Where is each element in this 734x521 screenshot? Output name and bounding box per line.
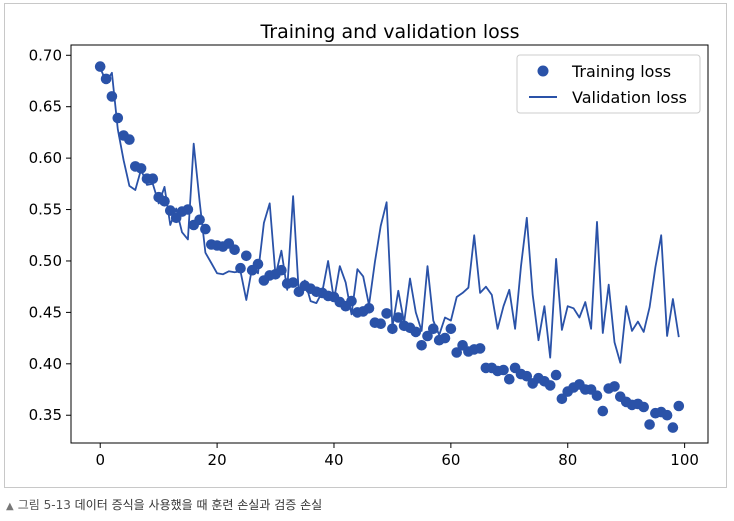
training-loss-point bbox=[387, 323, 398, 335]
y-tick-label: 0.40 bbox=[29, 355, 62, 373]
training-loss-point bbox=[147, 173, 159, 184]
training-loss-point bbox=[165, 205, 176, 216]
x-tick-label: 80 bbox=[558, 451, 577, 469]
training-loss-point bbox=[135, 163, 147, 174]
y-axis: 0.35 0.40 0.45 0.50 0.55 0.60 0.65 0.70 bbox=[29, 46, 71, 424]
x-tick-label: 100 bbox=[670, 451, 699, 469]
training-layer bbox=[94, 61, 685, 433]
validation-loss-line bbox=[99, 67, 680, 364]
training-loss-point bbox=[410, 326, 422, 338]
training-loss-point bbox=[445, 323, 457, 335]
training-loss-point bbox=[638, 401, 649, 413]
y-tick-label: 0.55 bbox=[29, 201, 62, 219]
training-loss-point bbox=[235, 262, 246, 274]
training-loss-point bbox=[375, 318, 387, 330]
training-loss-point bbox=[363, 303, 375, 314]
x-tick-label: 40 bbox=[324, 451, 343, 469]
training-loss-point bbox=[609, 381, 620, 392]
caption-figure-label: 그림 5-13 bbox=[17, 498, 71, 512]
training-loss-point bbox=[94, 61, 106, 72]
training-loss-point bbox=[252, 258, 264, 270]
y-tick-label: 0.65 bbox=[29, 98, 62, 116]
training-loss-point bbox=[200, 223, 211, 235]
legend-validation-label: Validation loss bbox=[572, 88, 687, 107]
training-loss-point bbox=[229, 244, 240, 255]
training-loss-point bbox=[100, 73, 112, 85]
x-axis: 0 20 40 60 80 100 bbox=[95, 443, 699, 469]
training-loss-point bbox=[124, 134, 135, 145]
caption-marker-icon: ▲ bbox=[6, 501, 14, 512]
training-loss-point bbox=[346, 295, 357, 307]
legend: Training loss Validation loss bbox=[516, 54, 701, 114]
training-loss-point bbox=[597, 405, 609, 417]
legend-training-label: Training loss bbox=[571, 62, 671, 81]
training-loss-point bbox=[550, 369, 562, 381]
figure-caption: ▲ 그림 5-13 데이터 증식을 사용했을 때 훈련 손실과 검증 손실 bbox=[6, 496, 322, 513]
x-tick-label: 60 bbox=[441, 451, 460, 469]
x-tick-label: 0 bbox=[95, 451, 105, 469]
chart-title: Training and validation loss bbox=[259, 21, 519, 43]
y-tick-label: 0.35 bbox=[29, 406, 62, 424]
training-loss-point bbox=[644, 419, 655, 430]
y-tick-label: 0.45 bbox=[29, 303, 62, 321]
training-loss-point bbox=[661, 409, 673, 421]
training-loss-point bbox=[416, 340, 427, 351]
training-loss-point bbox=[673, 400, 685, 412]
training-loss-point bbox=[422, 330, 433, 342]
y-tick-label: 0.50 bbox=[29, 252, 62, 270]
training-loss-point bbox=[451, 347, 463, 358]
training-loss-point bbox=[544, 380, 556, 391]
validation-layer bbox=[99, 67, 680, 364]
training-loss-point bbox=[556, 393, 568, 405]
training-loss-point bbox=[667, 422, 679, 433]
legend-training-marker bbox=[537, 65, 549, 77]
training-loss-point bbox=[428, 323, 439, 335]
training-loss-point bbox=[504, 373, 515, 385]
x-tick-label: 20 bbox=[208, 451, 227, 469]
loss-chart: Training and validation loss 0 20 40 60 80 10… bbox=[29, 21, 709, 469]
training-loss-point bbox=[393, 312, 404, 323]
training-loss-point bbox=[381, 308, 392, 319]
training-loss-point bbox=[276, 264, 287, 276]
training-loss-point bbox=[591, 390, 603, 402]
training-loss-point bbox=[498, 364, 509, 376]
training-loss-point bbox=[241, 250, 252, 262]
training-loss-point bbox=[182, 204, 194, 215]
training-loss-point bbox=[474, 343, 486, 354]
y-tick-label: 0.70 bbox=[29, 46, 62, 64]
training-loss-point bbox=[159, 196, 170, 207]
training-loss-point bbox=[521, 370, 533, 382]
legend-box bbox=[516, 54, 701, 114]
y-tick-label: 0.60 bbox=[29, 149, 62, 167]
training-loss-point bbox=[106, 91, 118, 102]
caption-text: 데이터 증식을 사용했을 때 훈련 손실과 검증 손실 bbox=[74, 498, 323, 512]
plot-area bbox=[70, 44, 709, 444]
training-loss-point bbox=[439, 332, 451, 344]
training-loss-point bbox=[194, 214, 205, 226]
training-loss-point bbox=[112, 112, 124, 124]
training-loss-point bbox=[287, 277, 299, 288]
